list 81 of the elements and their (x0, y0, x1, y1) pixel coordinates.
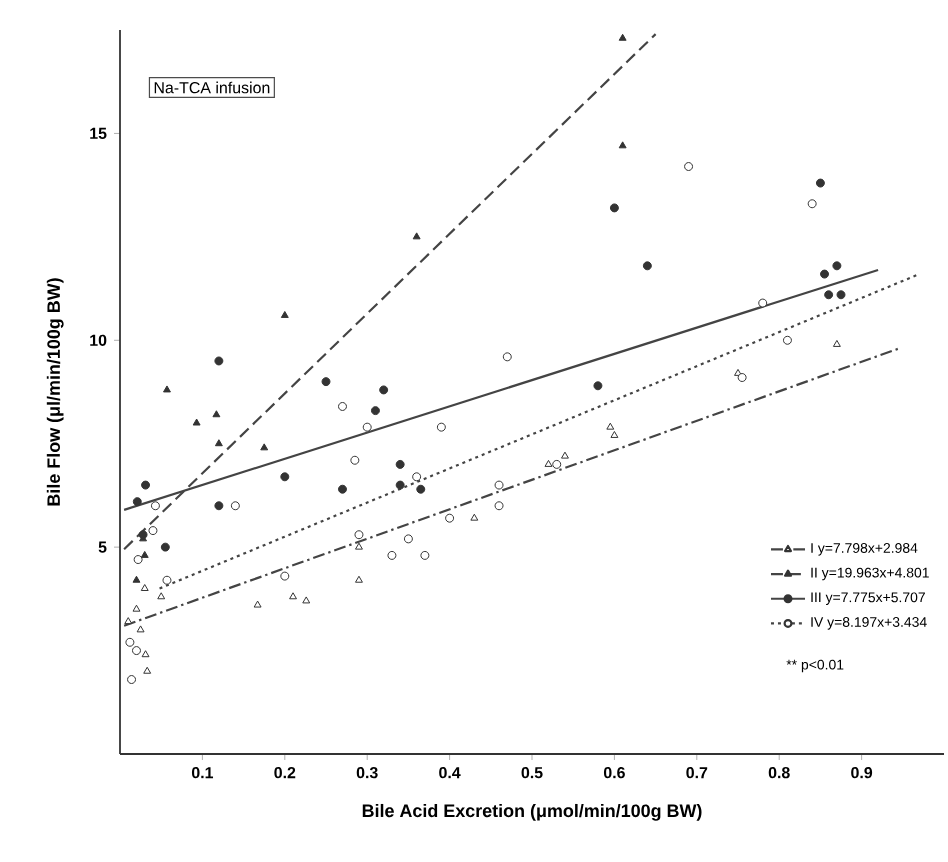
point (737, 373, 747, 382)
point (133, 555, 143, 565)
point (338, 484, 347, 494)
point (807, 199, 817, 209)
point (494, 480, 504, 490)
point (132, 575, 141, 583)
point (618, 141, 627, 149)
point (131, 646, 141, 656)
point (379, 385, 389, 395)
point (494, 501, 504, 511)
point (140, 584, 149, 591)
point (127, 675, 137, 685)
point (734, 368, 742, 376)
point (593, 381, 603, 391)
point (420, 550, 430, 560)
point (355, 575, 363, 583)
point (157, 592, 166, 600)
point (354, 530, 364, 540)
point (143, 666, 152, 674)
point (150, 501, 160, 511)
point (141, 480, 151, 490)
point (230, 501, 240, 511)
point (416, 484, 426, 494)
point (824, 290, 834, 300)
point (141, 650, 150, 658)
point (212, 410, 221, 418)
point (370, 406, 380, 416)
point (470, 513, 479, 521)
point (815, 178, 825, 188)
point (260, 443, 269, 451)
point (214, 439, 223, 447)
point (350, 455, 360, 465)
point (132, 604, 141, 612)
point (606, 422, 615, 430)
point (502, 352, 512, 362)
point (609, 203, 619, 213)
point (280, 472, 290, 482)
point (610, 430, 619, 438)
point (642, 261, 652, 271)
point (832, 261, 842, 271)
point (832, 339, 841, 347)
point (387, 550, 397, 560)
point (395, 459, 405, 469)
point (820, 269, 830, 279)
x-axis-title: Bile Acid Excretion (μmol/min/100g BW) (362, 803, 702, 821)
point (160, 542, 170, 552)
point (836, 290, 846, 300)
point (412, 232, 421, 240)
point (124, 617, 133, 625)
point (253, 600, 262, 608)
point (125, 637, 135, 647)
point (403, 534, 413, 544)
point (163, 385, 171, 393)
point (140, 550, 149, 558)
point (445, 513, 455, 523)
point (412, 472, 422, 482)
point (618, 33, 627, 41)
point (136, 625, 145, 633)
point (338, 401, 347, 411)
point (362, 422, 372, 432)
point (782, 335, 792, 345)
point (436, 422, 446, 432)
point (355, 542, 363, 550)
point (280, 571, 290, 581)
point (684, 162, 694, 171)
point (289, 592, 297, 600)
point (162, 575, 172, 585)
point (148, 526, 158, 536)
point (302, 596, 311, 604)
point (280, 310, 289, 318)
point (544, 459, 553, 467)
point (132, 497, 142, 507)
point (214, 501, 224, 511)
y-axis-title: Bile Flow (μl/min/100g BW) (46, 278, 64, 506)
point (192, 418, 201, 426)
point (561, 451, 569, 459)
point (321, 377, 331, 387)
point (552, 459, 562, 469)
point (758, 298, 768, 308)
point (214, 356, 224, 366)
point (395, 480, 405, 490)
